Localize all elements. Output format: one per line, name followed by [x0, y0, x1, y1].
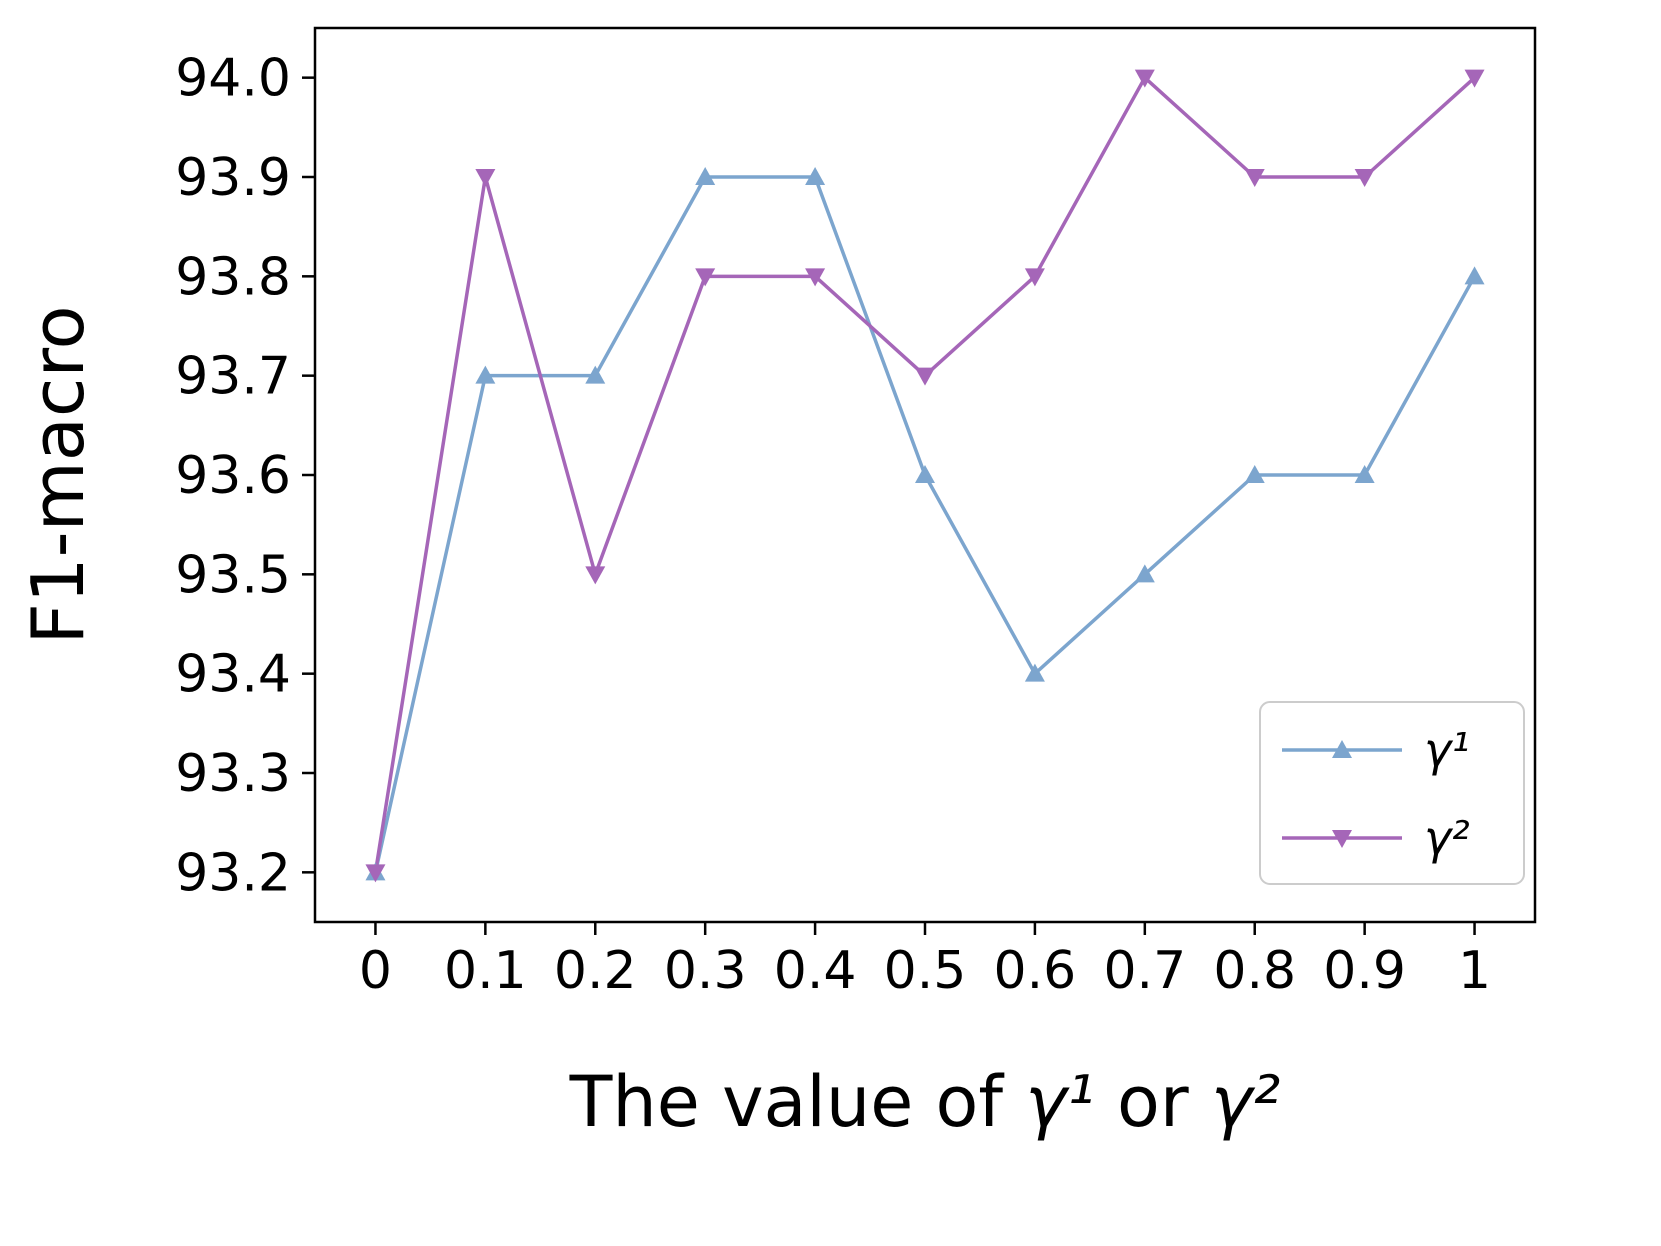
x-axis-label: The value of γ¹ or γ²	[570, 1061, 1281, 1143]
x-axis-label-or: or	[1117, 1061, 1211, 1143]
x-tick-label: 0	[359, 941, 392, 1001]
series-1-marker	[1024, 268, 1045, 287]
series-0-marker	[1244, 465, 1265, 483]
x-tick-label: 0.7	[1103, 941, 1186, 1001]
x-tick-label: 0.6	[994, 941, 1077, 1001]
series-1-marker	[915, 367, 935, 386]
series-1-marker	[1244, 169, 1265, 187]
legend-label-1: γ²	[1424, 811, 1470, 865]
y-tick-label: 93.3	[175, 744, 291, 804]
x-tick-label: 0.8	[1213, 941, 1296, 1001]
legend-marker-0	[1332, 740, 1352, 758]
y-tick-label: 93.7	[175, 347, 291, 407]
series-0-marker	[805, 167, 826, 185]
y-axis-label: F1-macro	[16, 305, 100, 645]
series-0-marker	[475, 365, 496, 384]
series-1-marker	[805, 268, 826, 287]
legend-marker-1	[1332, 830, 1352, 848]
series-0-marker	[585, 365, 606, 384]
y-tick-label: 94.0	[175, 49, 291, 109]
legend-label-0: γ¹	[1424, 723, 1470, 777]
x-axis-label-gamma1: γ¹	[1025, 1061, 1095, 1143]
x-axis-label-text: The value of	[569, 1061, 1026, 1143]
x-tick-label: 0.4	[774, 941, 857, 1001]
y-tick-label: 93.9	[175, 148, 291, 208]
x-tick-label: 1	[1458, 941, 1491, 1001]
series-0-marker	[1134, 564, 1155, 583]
x-tick-label: 0.5	[884, 941, 967, 1001]
series-0-marker	[915, 465, 935, 483]
series-0-marker	[1024, 663, 1045, 682]
x-tick-label: 0.2	[554, 941, 637, 1001]
legend: γ¹ γ²	[1259, 701, 1525, 885]
series-0-marker	[1354, 465, 1375, 483]
x-axis-label-gamma2: γ²	[1210, 1061, 1281, 1143]
x-tick-label: 0.1	[444, 941, 527, 1001]
series-1-marker	[1354, 169, 1375, 187]
series-0-marker	[1464, 266, 1485, 285]
y-tick-label: 93.6	[175, 446, 291, 506]
series-1-marker	[695, 268, 716, 287]
series-1-marker	[475, 169, 496, 187]
series-1-marker	[585, 566, 606, 585]
series-1-marker	[1134, 69, 1155, 88]
series-1-marker	[365, 864, 386, 883]
y-tick-label: 93.5	[175, 545, 291, 605]
legend-box	[1259, 701, 1525, 885]
series-0-marker	[695, 167, 716, 185]
x-tick-label: 0.9	[1323, 941, 1406, 1001]
y-tick-label: 93.4	[175, 645, 291, 705]
y-tick-label: 93.8	[175, 247, 291, 307]
x-tick-label: 0.3	[664, 941, 747, 1001]
series-1-marker	[1464, 69, 1485, 88]
y-tick-label: 93.2	[175, 843, 291, 903]
